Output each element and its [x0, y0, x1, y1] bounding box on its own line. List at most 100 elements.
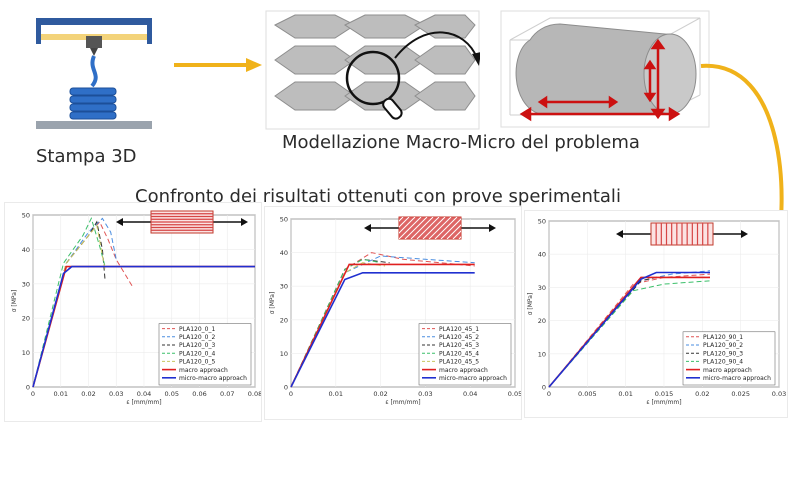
y-tick-label: 30	[280, 283, 288, 291]
series-line-4	[290, 262, 386, 388]
x-tick-label: 0.025	[731, 390, 750, 398]
legend-entry: macro approach	[703, 367, 752, 374]
legend-entry: macro approach	[179, 367, 228, 374]
y-tick-label: 20	[22, 315, 30, 323]
chart-panel-90: 0 10 20 30 40 50 0 0.005 0.01 0.015 0.02 0.025 0.03 ε…	[524, 210, 788, 418]
legend-entry: micro-macro approach	[703, 375, 771, 382]
legend-entry: PLA120_90_3	[703, 350, 743, 357]
x-tick-label: 0.01	[329, 390, 343, 398]
legend-entry: PLA120_0_3	[179, 342, 215, 349]
stress-strain-chart-0deg: 0 10 20 30 40 50 0 0.01 0.02 0.03 0.04 0.05 0.06 0.07…	[11, 210, 262, 406]
x-tick-label: 0.05	[508, 390, 521, 398]
zoom-arrow	[394, 31, 478, 59]
legend-entry: micro-macro approach	[439, 375, 507, 382]
legend-entry: PLA120_90_2	[703, 342, 743, 349]
legend	[158, 323, 252, 386]
x-tick-label: 0	[31, 390, 35, 398]
specimen-orientation-icon	[616, 222, 748, 246]
printer-head	[86, 36, 102, 48]
y-tick-label: 0	[284, 384, 288, 392]
legend-entry: PLA120_0_4	[179, 350, 215, 357]
legend-entry: PLA120_45_1	[439, 326, 479, 333]
y-tick-label: 30	[538, 284, 546, 292]
specimen-orientation-icon	[364, 216, 496, 240]
specimen-orientation-icon	[116, 210, 248, 234]
printer-illustration	[36, 18, 152, 129]
y-tick-label: 50	[280, 216, 288, 224]
x-tick-label: 0.08	[248, 390, 261, 398]
legend-entry: PLA120_45_4	[439, 350, 479, 357]
legend-entry: PLA120_0_5	[179, 359, 215, 366]
x-tick-label: 0.06	[192, 390, 206, 398]
x-tick-label: 0	[289, 390, 293, 398]
series-line-5	[548, 271, 710, 388]
legend-entry: PLA120_45_3	[439, 342, 479, 349]
magnifier-handle	[382, 97, 403, 120]
y-tick-label: 10	[538, 350, 546, 358]
y-tick-label: 20	[280, 316, 288, 324]
x-tick-label: 0.01	[618, 390, 632, 398]
modelling-label: Modellazione Macro-Micro del problema	[282, 132, 640, 153]
y-axis-label: σ [MPa]	[269, 292, 276, 315]
y-tick-label: 40	[538, 251, 546, 259]
x-tick-label: 0.05	[165, 390, 179, 398]
comparison-label: Confronto dei risultati ottenuti con pro…	[135, 186, 621, 207]
x-tick-label: 0.03	[772, 390, 786, 398]
x-tick-label: 0.02	[373, 390, 387, 398]
series-line-3	[32, 217, 106, 388]
series-line-5	[290, 263, 475, 388]
series-line-4	[32, 224, 106, 388]
x-tick-label: 0.02	[695, 390, 709, 398]
printer-label: Stampa 3D	[36, 146, 137, 167]
printer-frame-top	[36, 18, 152, 25]
y-axis-label: σ [MPa]	[527, 293, 534, 316]
legend-entry: PLA120_0_1	[179, 326, 215, 333]
chart-panel-45: 0 10 20 30 40 50 0 0.01 0.02 0.03 0.04 0.05 ε [mm/mm…	[264, 206, 522, 420]
flow-arrow-1	[174, 58, 262, 72]
y-tick-label: 0	[26, 384, 30, 392]
series-line-6	[290, 272, 475, 388]
x-axis-label: ε [mm/mm]	[385, 399, 420, 406]
y-tick-label: 0	[542, 384, 546, 392]
x-tick-label: 0.03	[109, 390, 123, 398]
legend-entry: PLA120_45_2	[439, 334, 479, 341]
x-tick-label: 0.01	[54, 390, 68, 398]
legend	[682, 331, 776, 386]
y-tick-label: 10	[22, 349, 30, 357]
y-tick-label: 20	[538, 317, 546, 325]
legend-entry: PLA120_45_5	[439, 359, 479, 366]
stress-strain-chart-90deg: 0 10 20 30 40 50 0 0.005 0.01 0.015 0.02 0.025 0.03 ε…	[527, 218, 786, 407]
legend	[418, 323, 512, 386]
legend-entry: micro-macro approach	[179, 375, 247, 382]
printer-bed	[36, 121, 152, 129]
series-line-2	[548, 276, 710, 388]
rve-illustration	[500, 10, 710, 128]
legend-entry: PLA120_0_2	[179, 334, 215, 341]
y-tick-label: 40	[280, 249, 288, 257]
printer-frame-right	[147, 18, 152, 44]
y-tick-label: 50	[538, 218, 546, 226]
y-tick-label: 30	[22, 280, 30, 288]
y-tick-label: 50	[22, 212, 30, 220]
printed-part	[69, 87, 117, 120]
x-axis-label: ε [mm/mm]	[646, 399, 681, 406]
filament-cells	[273, 14, 476, 111]
x-tick-label: 0	[547, 390, 551, 398]
printer-frame-left	[36, 18, 41, 44]
series-line-6	[32, 265, 255, 388]
x-tick-label: 0.015	[655, 390, 674, 398]
x-tick-label: 0.04	[463, 390, 477, 398]
chart-panel-0: 0 10 20 30 40 50 0 0.01 0.02 0.03 0.04 0.05 0.06 0.07…	[4, 202, 262, 422]
magnifier-icon	[345, 50, 401, 106]
y-tick-label: 10	[280, 350, 288, 358]
stress-strain-chart-45deg: 0 10 20 30 40 50 0 0.01 0.02 0.03 0.04 0.05 ε [mm/mm…	[269, 216, 522, 407]
microstructure-illustration	[265, 10, 480, 130]
series-line-0	[290, 252, 475, 388]
printer-filament	[90, 55, 98, 88]
x-tick-label: 0.02	[81, 390, 95, 398]
printer-nozzle	[90, 48, 98, 56]
legend-entry: PLA120_90_4	[703, 359, 743, 366]
x-tick-label: 0.005	[578, 390, 597, 398]
x-tick-label: 0.04	[137, 390, 151, 398]
legend-entry: macro approach	[439, 367, 488, 374]
